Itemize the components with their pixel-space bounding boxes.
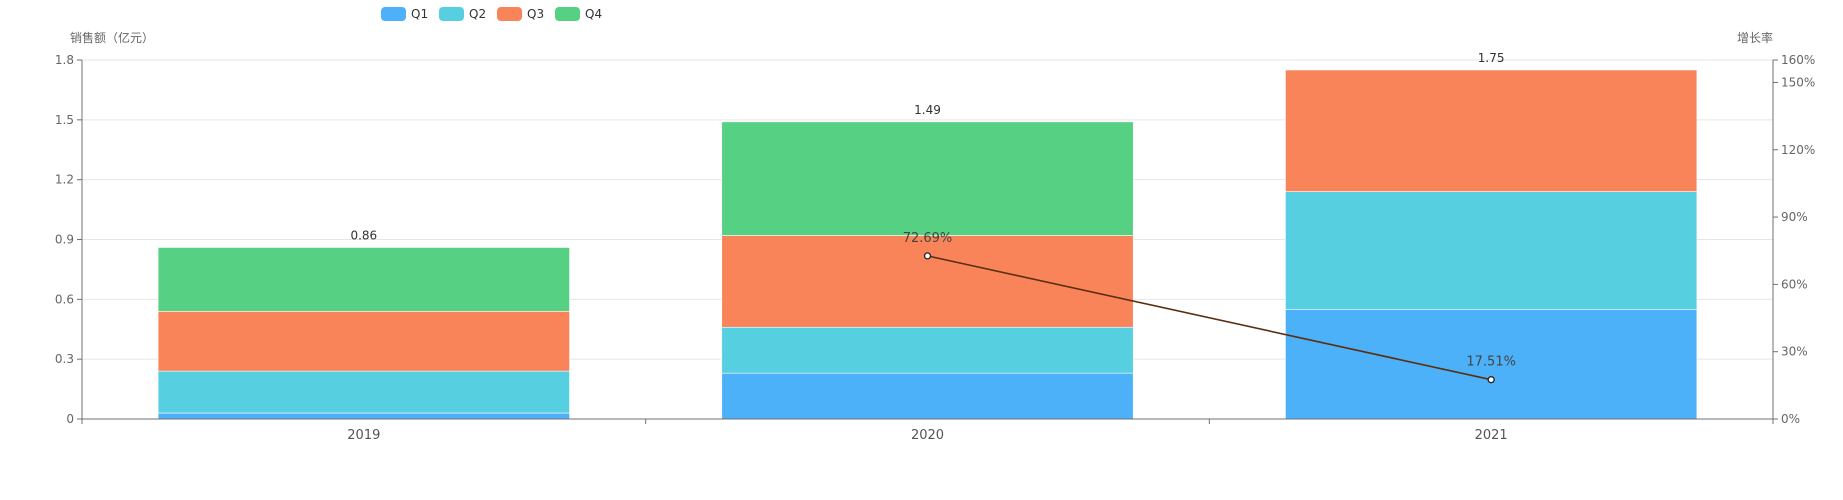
y-tick-label-right: 120% [1781, 143, 1815, 157]
bar-q3-2020 [721, 235, 1134, 328]
bar-q3-2021 [1285, 69, 1698, 192]
y-tick-label-left: 1.8 [55, 53, 74, 67]
legend-label-q2: Q2 [469, 7, 486, 21]
total-label-2020: 1.49 [914, 103, 941, 117]
growth-line [923, 252, 1495, 384]
bar-q1-2021 [1285, 309, 1698, 420]
legend-label-q4: Q4 [585, 7, 602, 21]
y-tick-label-left: 0.6 [55, 292, 74, 306]
growth-label-2020: 72.69% [903, 231, 953, 246]
x-tick-label-2019: 2019 [347, 428, 380, 443]
y-tick-label-left: 0 [66, 412, 74, 426]
legend-label-q1: Q1 [411, 7, 428, 21]
y-tick-label-left: 0.9 [55, 233, 74, 247]
axes [77, 59, 1778, 424]
growth-line-path [927, 255, 1492, 381]
x-tick-label-2021: 2021 [1475, 428, 1508, 443]
y-tick-label-left: 1.2 [55, 173, 74, 187]
bar-q2-2020 [721, 326, 1134, 374]
y-tick-label-left: 1.5 [55, 113, 74, 127]
y-tick-label-right: 30% [1781, 345, 1808, 359]
bars [157, 69, 1698, 420]
bar-q1-2020 [721, 372, 1134, 420]
y-tick-label-left: 0.3 [55, 352, 74, 366]
total-label-2021: 1.75 [1478, 51, 1505, 65]
x-tick-label-2020: 2020 [911, 428, 944, 443]
legend-swatch-q1 [381, 7, 406, 21]
legend-swatch-q4 [555, 7, 580, 21]
y-tick-label-right: 60% [1781, 277, 1808, 291]
growth-label-2021: 17.51% [1466, 355, 1516, 370]
legend[interactable]: Q1 Q2 Q3 Q4 [381, 7, 602, 21]
y-axis-right-title: 增长率 [1737, 30, 1773, 45]
bar-q3-2019 [157, 310, 570, 372]
growth-point-2020 [923, 252, 932, 260]
legend-label-q3: Q3 [527, 7, 544, 21]
legend-swatch-q3 [497, 7, 522, 21]
legend-swatch-q2 [439, 7, 464, 21]
y-tick-label-right: 90% [1781, 210, 1808, 224]
bar-q2-2021 [1285, 191, 1698, 310]
growth-point-2021 [1487, 376, 1495, 384]
y-tick-label-right: 150% [1781, 75, 1815, 89]
y-tick-label-right: 160% [1781, 53, 1815, 67]
bar-q4-2020 [721, 121, 1134, 236]
y-axis-left-title: 销售额（亿元） [70, 30, 154, 45]
y-tick-label-right: 0% [1781, 412, 1800, 426]
bar-q2-2019 [157, 370, 570, 414]
total-label-2019: 0.86 [350, 228, 377, 242]
labels: 0 0.3 0.6 0.9 1.2 1.5 1.8 0% 30% 60% 90% 120% 150% 16… [55, 51, 1815, 443]
bar-q4-2019 [157, 247, 570, 312]
bar-q1-2019 [157, 412, 570, 420]
